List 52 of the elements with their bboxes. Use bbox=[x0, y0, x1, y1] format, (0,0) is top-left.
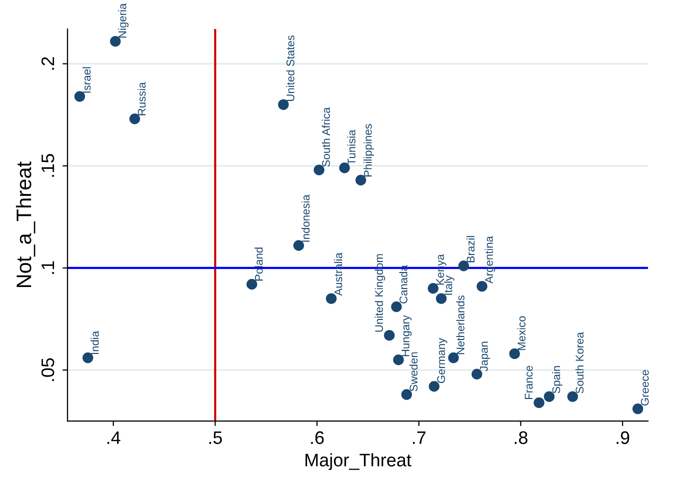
x-tick-label: .6 bbox=[311, 431, 324, 444]
annotation: Spain bbox=[552, 366, 562, 394]
annotation: Germany bbox=[437, 338, 448, 384]
annotation: United Kingdom bbox=[374, 254, 386, 332]
point bbox=[509, 348, 520, 360]
annotation: Japan bbox=[480, 342, 490, 372]
point bbox=[314, 164, 324, 176]
point bbox=[458, 260, 470, 272]
point bbox=[428, 283, 438, 294]
annotation: South Korea bbox=[575, 332, 584, 394]
annotation: France bbox=[524, 366, 533, 400]
annotation: Russia bbox=[137, 82, 146, 116]
y-axis-title: Not_a_Threat bbox=[16, 162, 36, 288]
annotation: South Africa bbox=[322, 107, 330, 167]
point bbox=[74, 91, 86, 102]
annotation: Netherlands bbox=[456, 295, 464, 354]
point bbox=[428, 381, 440, 392]
x-tick-label: .7 bbox=[412, 431, 426, 444]
point bbox=[355, 174, 366, 186]
point bbox=[278, 99, 289, 110]
point bbox=[129, 114, 140, 124]
annotation: Tunisia bbox=[347, 130, 356, 165]
annotation: Kenya bbox=[436, 254, 446, 285]
annotation: Canada bbox=[399, 265, 408, 304]
annotation: Israel bbox=[82, 67, 91, 93]
x-tick-label: .8 bbox=[514, 431, 528, 444]
annotation: United States bbox=[286, 36, 294, 101]
annotation: Nigeria bbox=[118, 3, 128, 38]
x-tick-label: .5 bbox=[209, 431, 222, 444]
y-tick-label: .2 bbox=[41, 57, 54, 70]
annotation: Mexico bbox=[517, 316, 526, 350]
annotation: Philippines bbox=[364, 124, 374, 176]
x-axis-title: Major_Threat bbox=[306, 453, 412, 470]
annotation: Australia bbox=[334, 252, 342, 296]
point bbox=[339, 162, 350, 174]
annotation: Italy bbox=[444, 275, 454, 295]
point bbox=[436, 293, 447, 304]
annotation: Poland bbox=[254, 248, 263, 281]
point bbox=[82, 352, 94, 364]
annotation: Brazil bbox=[466, 236, 475, 262]
x-tick-label: .9 bbox=[616, 431, 630, 444]
x-tick-label: .4 bbox=[107, 431, 120, 444]
y-tick-label: .15 bbox=[42, 154, 54, 177]
y-tick-label: .05 bbox=[41, 358, 54, 381]
annotation: Indonesia bbox=[301, 194, 310, 242]
y-tick-label: .1 bbox=[42, 261, 54, 274]
annotation: Argentina bbox=[484, 236, 496, 284]
point bbox=[534, 397, 544, 408]
annotation: India bbox=[90, 330, 99, 354]
annotation: Greece bbox=[640, 370, 649, 406]
point bbox=[293, 240, 304, 251]
point bbox=[384, 330, 395, 341]
